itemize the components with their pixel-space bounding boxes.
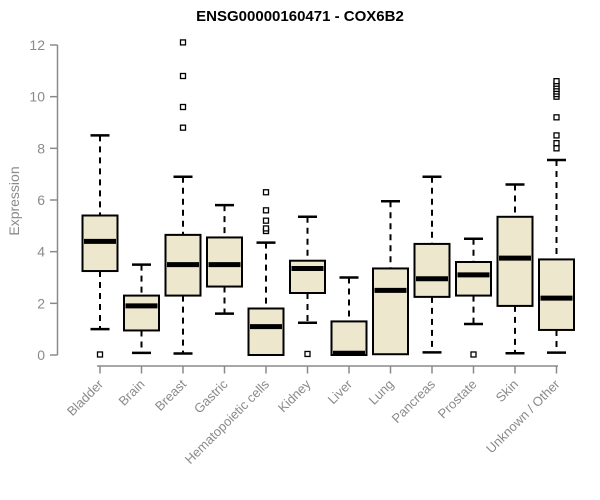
x-category-label-skin: Skin (493, 377, 521, 405)
chart-title: ENSG00000160471 - COX6B2 (196, 8, 404, 25)
box-kidney (289, 259, 326, 295)
y-tick-label: 12 (29, 37, 45, 53)
x-category-label-liver: Liver (325, 376, 356, 407)
y-axis-title: Expression (6, 166, 22, 236)
x-category-label-breast: Breast (152, 376, 189, 413)
y-tick-label: 4 (37, 244, 45, 260)
box-liver (330, 320, 368, 356)
x-category-label-gastric: Gastric (191, 376, 231, 416)
box-brain (123, 294, 160, 332)
outlier-point-unknown-other (553, 145, 560, 152)
x-category-label-unknown-other: Unknown / Other (483, 376, 563, 456)
x-category-label-prostate: Prostate (435, 377, 480, 422)
x-category-label-brain: Brain (116, 377, 148, 409)
y-tick-label: 10 (29, 89, 45, 105)
outlier-point-hematopoietic-cells (262, 217, 270, 224)
outlier-point-breast (179, 124, 187, 131)
box-pancreas (413, 242, 451, 298)
x-category-label-bladder: Bladder (64, 376, 107, 419)
box-prostate (455, 261, 492, 297)
x-category-label-pancreas: Pancreas (389, 376, 439, 426)
box-gastric (206, 236, 243, 288)
outlier-point-hematopoietic-cells (262, 225, 270, 232)
outlier-point-kidney (304, 350, 311, 358)
outlier-point-bladder (96, 351, 104, 358)
y-tick-label: 2 (37, 295, 45, 311)
outlier-point-unknown-other (553, 114, 560, 121)
outlier-point-prostate (470, 351, 477, 358)
y-tick-label: 0 (37, 347, 45, 363)
outlier-point-hematopoietic-cells (262, 189, 270, 196)
outlier-point-breast (179, 103, 187, 111)
box-unknown-other (538, 258, 575, 331)
outlier-point-unknown-other (553, 132, 560, 139)
outlier-point-hematopoietic-cells (262, 207, 270, 214)
box-hematopoietic-cells (247, 307, 285, 356)
x-category-label-lung: Lung (366, 377, 397, 408)
x-category-label-kidney: Kidney (275, 376, 314, 415)
outlier-point-breast (179, 72, 187, 80)
y-tick-label: 8 (37, 140, 45, 156)
box-skin (496, 215, 534, 307)
outlier-point-breast (179, 39, 187, 46)
outlier-point-unknown-other (553, 140, 560, 147)
y-tick-label: 6 (37, 192, 45, 208)
box-lung (372, 267, 409, 356)
outlier-point-unknown-other (553, 78, 560, 85)
